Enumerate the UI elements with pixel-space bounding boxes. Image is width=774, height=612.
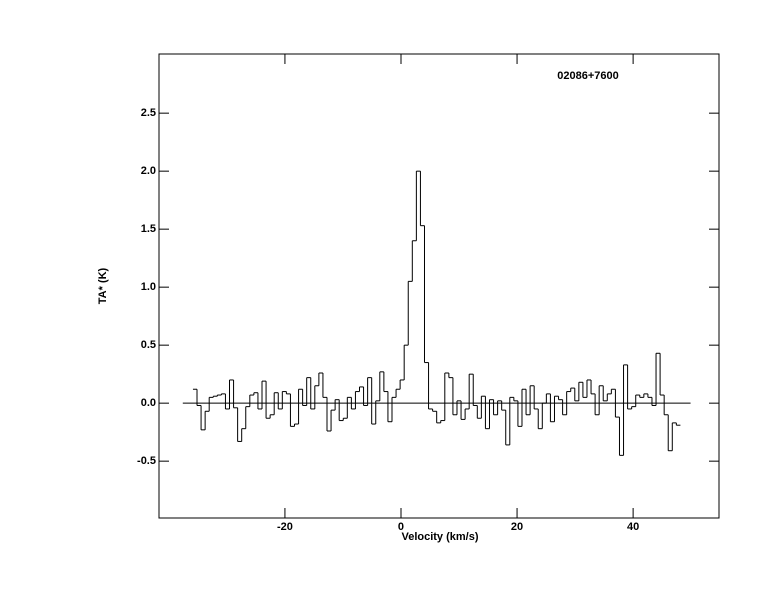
y-tick-label: 2.5 xyxy=(141,107,156,119)
x-tick-label: -20 xyxy=(277,521,293,533)
plot-frame xyxy=(158,53,720,519)
x-tick-label: 0 xyxy=(398,521,404,533)
x-tick-label: 40 xyxy=(627,521,639,533)
y-tick-label: 2.0 xyxy=(141,165,156,177)
x-tick-label: 20 xyxy=(511,521,523,533)
chart-title: 02086+7600 xyxy=(557,70,618,82)
y-tick-label: 1.5 xyxy=(141,223,156,235)
y-tick-label: 0.0 xyxy=(141,397,156,409)
y-axis-label: TA* (K) xyxy=(97,267,109,304)
y-tick-label: 0.5 xyxy=(141,339,156,351)
step-connector xyxy=(196,171,677,456)
y-tick-label: -0.5 xyxy=(137,455,156,467)
x-axis-label: Velocity (km/s) xyxy=(401,531,478,543)
y-tick-label: 1.0 xyxy=(141,281,156,293)
